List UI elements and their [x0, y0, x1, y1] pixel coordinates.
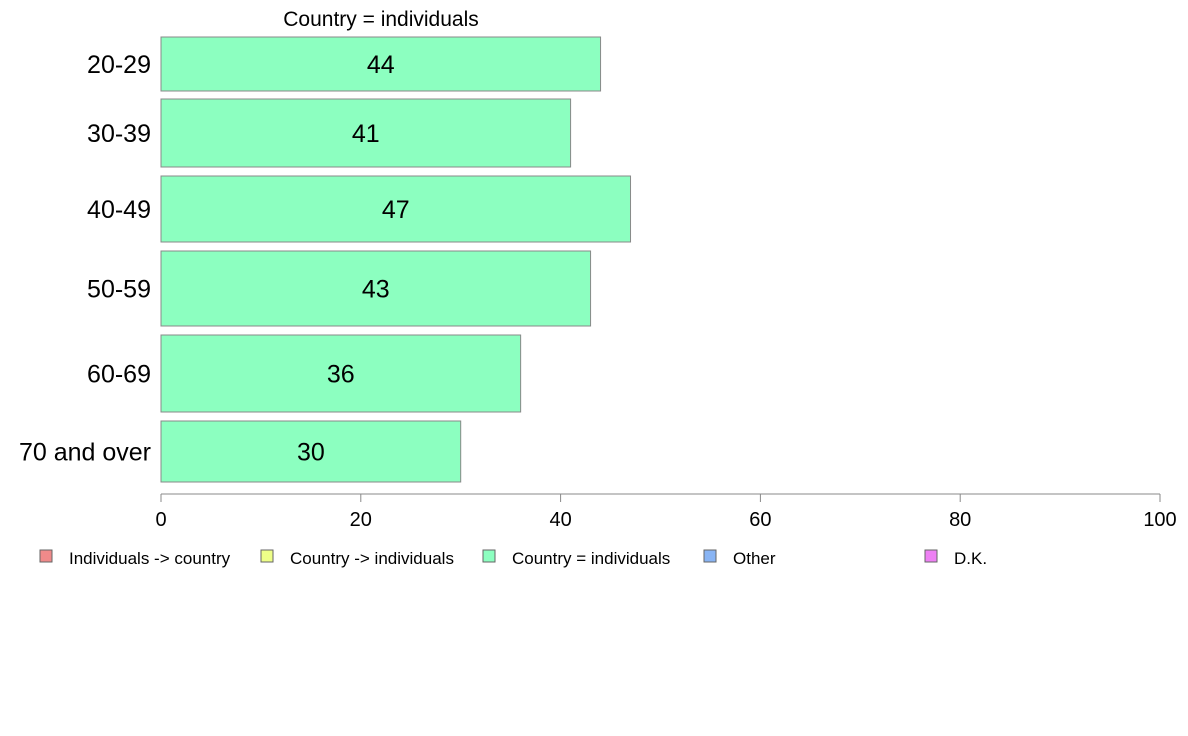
legend-swatch — [39, 549, 53, 563]
bar-value-label: 43 — [362, 276, 390, 304]
x-tick-label: 60 — [749, 509, 771, 531]
bar-20-29 — [160, 36, 602, 92]
legend-label: Individuals -> country — [69, 549, 231, 568]
x-tick-label: 40 — [549, 509, 571, 531]
category-labels: 20-29 30-39 40-49 50-59 60-69 70 and over — [19, 51, 151, 467]
bar-40-49 — [160, 175, 632, 243]
x-axis: 0 20 40 60 80 100 — [155, 493, 1177, 531]
bar-value-label: 36 — [327, 361, 355, 389]
category-label: 30-39 — [87, 120, 151, 148]
category-label: 40-49 — [87, 196, 151, 224]
legend-swatch — [482, 549, 496, 563]
legend-label: Country -> individuals — [290, 549, 454, 568]
bar-value-label: 44 — [367, 51, 395, 79]
bar-30-39 — [160, 98, 572, 168]
chart-title: Country = individuals — [283, 8, 479, 31]
legend-label: D.K. — [954, 549, 987, 568]
bar-60-69 — [160, 334, 522, 413]
x-tick-label: 0 — [155, 509, 166, 531]
bars-group: 44 41 47 43 36 30 — [160, 36, 632, 483]
category-label: 20-29 — [87, 51, 151, 79]
category-label: 60-69 — [87, 361, 151, 389]
legend-swatch — [260, 549, 274, 563]
legend: Individuals -> country Country -> individ… — [39, 549, 987, 568]
legend-label: Other — [733, 549, 776, 568]
x-tick-label: 80 — [949, 509, 971, 531]
legend-label: Country = individuals — [512, 549, 670, 568]
bar-70-and-over — [160, 420, 462, 483]
bar-value-label: 47 — [382, 196, 410, 224]
category-label: 70 and over — [19, 439, 151, 467]
x-tick-label: 100 — [1143, 509, 1176, 531]
legend-swatch — [703, 549, 717, 563]
bar-50-59 — [160, 250, 592, 327]
bar-value-label: 41 — [352, 120, 380, 148]
legend-swatch — [924, 549, 938, 563]
bar-value-label: 30 — [297, 439, 325, 467]
category-label: 50-59 — [87, 276, 151, 304]
x-tick-label: 20 — [350, 509, 372, 531]
